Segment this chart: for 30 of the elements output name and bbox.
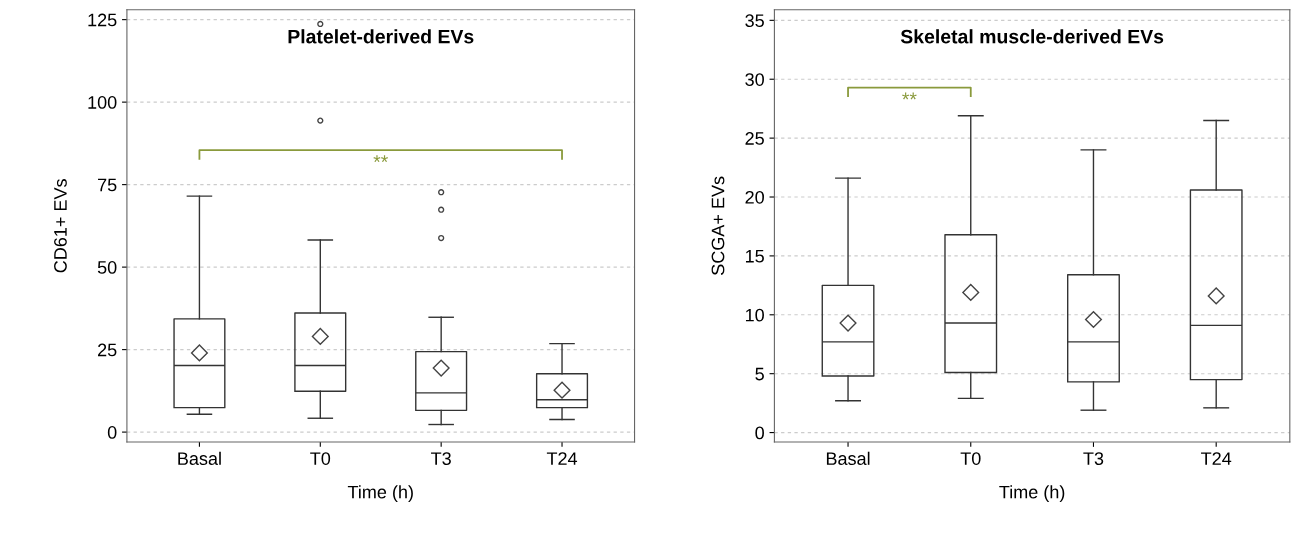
y-tick-label: 0 [107, 426, 117, 439]
x-tick-label: T3 [1083, 452, 1104, 465]
y-tick-label: 25 [745, 132, 764, 145]
annotation: ** [902, 92, 917, 100]
x-axis-title: Time (h) [347, 485, 413, 503]
y-tick-label: 5 [755, 367, 764, 381]
y-tick-label: 75 [98, 178, 117, 192]
x-tick-label: T24 [546, 452, 578, 465]
y-tick-label: 15 [745, 250, 764, 263]
x-axis-title: Time (h) [999, 485, 1065, 503]
y-tick-label: 125 [88, 13, 117, 27]
text: Skeletal muscle-derived EVs [900, 29, 1164, 44]
x-tick-label: Basal [178, 451, 221, 465]
text: Platelet-derived EVs [288, 29, 474, 44]
y-tick-label: 35 [745, 14, 764, 28]
x-tick-label: T0 [310, 452, 331, 465]
x-tick-label: Basal [826, 451, 870, 465]
y-tick-label: 10 [745, 308, 764, 322]
y-axis-title: SCGA+ EVs [711, 176, 725, 275]
y-tick-label: 20 [745, 190, 764, 204]
y-tick-label: 100 [88, 96, 117, 109]
y-tick-label: 0 [755, 426, 764, 440]
y-tick-label: 50 [97, 261, 117, 274]
y-tick-label: 25 [98, 343, 117, 357]
annotation: ** [373, 155, 388, 163]
x-tick-label: T0 [960, 452, 981, 465]
y-axis-title: CD61+ EVs [54, 179, 67, 273]
y-tick-label: 30 [745, 73, 764, 86]
x-tick-label: T3 [431, 452, 451, 465]
x-tick-label: T24 [1201, 452, 1232, 465]
